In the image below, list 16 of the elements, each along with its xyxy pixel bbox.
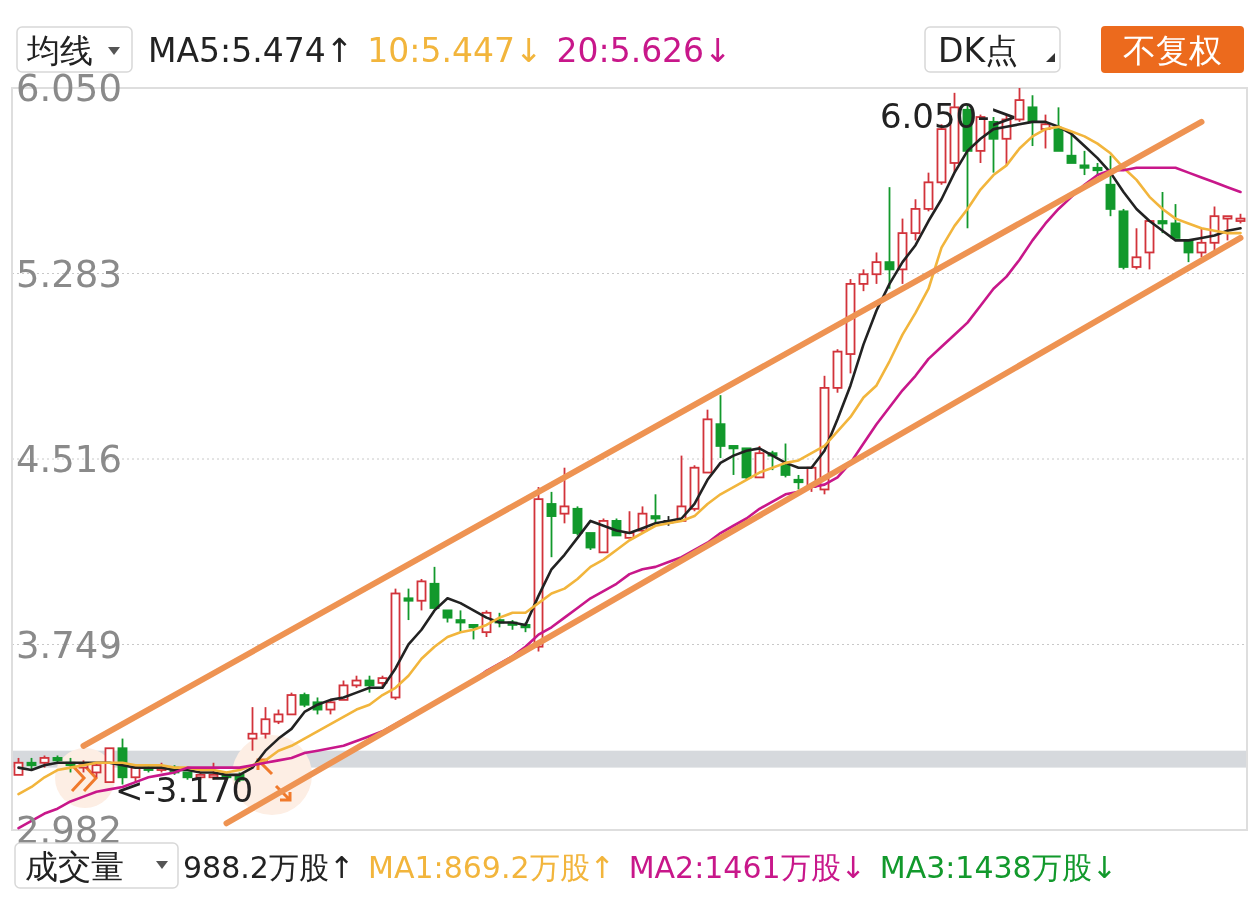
annotation: <-3.170 [115,770,254,810]
y-tick-label: 4.516 [16,438,122,481]
y-tick-label: 6.050 [16,67,122,110]
y-tick-label: 3.749 [16,623,122,667]
y-tick-label: 5.283 [16,252,122,296]
text: 988.2万股↑ [183,850,355,885]
text: MA2:1461万股↓ [628,850,866,885]
text: 不复权 [1122,31,1222,70]
text: 均线 [26,31,93,70]
text: MA1:869.2万股↑ [368,850,615,885]
text: MA3:1438万股↓ [879,850,1117,885]
text: 成交量 [25,847,124,886]
text: 10:5.447↓ [367,31,543,70]
text: MA5:5.474↑ [148,31,354,70]
text: DK点 [938,31,1019,70]
text: 20:5.626↓ [556,31,732,70]
